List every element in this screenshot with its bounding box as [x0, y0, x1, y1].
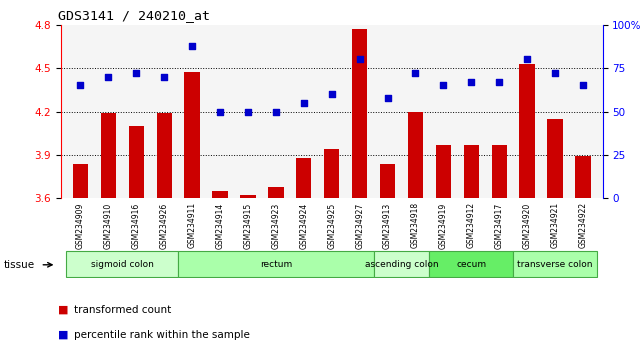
- Bar: [547, 119, 563, 198]
- Bar: [380, 164, 395, 198]
- Point: [271, 109, 281, 114]
- Bar: [178, 251, 374, 277]
- Text: GSM234914: GSM234914: [215, 202, 224, 249]
- Point: [103, 74, 113, 80]
- Text: GSM234919: GSM234919: [439, 202, 448, 249]
- Text: cecum: cecum: [456, 259, 487, 269]
- Text: ascending colon: ascending colon: [365, 259, 438, 269]
- Text: rectum: rectum: [260, 259, 292, 269]
- Bar: [519, 64, 535, 198]
- Text: ■: ■: [58, 330, 68, 339]
- Text: GSM234915: GSM234915: [244, 202, 253, 249]
- Text: GSM234922: GSM234922: [578, 202, 588, 249]
- Point: [383, 95, 393, 101]
- Text: GDS3141 / 240210_at: GDS3141 / 240210_at: [58, 9, 210, 22]
- Text: GSM234921: GSM234921: [551, 202, 560, 249]
- Bar: [374, 251, 429, 277]
- Point: [215, 109, 225, 114]
- Bar: [240, 195, 256, 198]
- Point: [131, 70, 142, 76]
- Bar: [352, 29, 367, 198]
- Bar: [408, 112, 423, 198]
- Text: GSM234916: GSM234916: [132, 202, 141, 249]
- Bar: [576, 156, 590, 198]
- Point: [187, 43, 197, 48]
- Bar: [296, 158, 312, 198]
- Bar: [129, 126, 144, 198]
- Text: tissue: tissue: [3, 260, 35, 270]
- Bar: [73, 164, 88, 198]
- Bar: [492, 145, 507, 198]
- Text: GSM234927: GSM234927: [355, 202, 364, 249]
- Text: GSM234909: GSM234909: [76, 202, 85, 249]
- Point: [354, 57, 365, 62]
- Bar: [67, 251, 178, 277]
- Text: GSM234911: GSM234911: [188, 202, 197, 249]
- Bar: [463, 145, 479, 198]
- Text: transverse colon: transverse colon: [517, 259, 593, 269]
- Text: ■: ■: [58, 305, 68, 315]
- Text: GSM234924: GSM234924: [299, 202, 308, 249]
- Bar: [429, 251, 513, 277]
- Point: [578, 82, 588, 88]
- Text: GSM234918: GSM234918: [411, 202, 420, 249]
- Text: sigmoid colon: sigmoid colon: [91, 259, 154, 269]
- Text: percentile rank within the sample: percentile rank within the sample: [74, 330, 249, 339]
- Bar: [436, 145, 451, 198]
- Text: GSM234917: GSM234917: [495, 202, 504, 249]
- Bar: [513, 251, 597, 277]
- Bar: [101, 113, 116, 198]
- Point: [494, 79, 504, 85]
- Bar: [268, 187, 283, 198]
- Text: GSM234926: GSM234926: [160, 202, 169, 249]
- Text: GSM234913: GSM234913: [383, 202, 392, 249]
- Point: [299, 100, 309, 106]
- Point: [550, 70, 560, 76]
- Bar: [185, 73, 200, 198]
- Point: [159, 74, 169, 80]
- Point: [410, 70, 420, 76]
- Text: GSM234910: GSM234910: [104, 202, 113, 249]
- Point: [466, 79, 476, 85]
- Text: GSM234923: GSM234923: [271, 202, 280, 249]
- Text: GSM234925: GSM234925: [327, 202, 337, 249]
- Bar: [324, 149, 339, 198]
- Point: [327, 91, 337, 97]
- Point: [438, 82, 449, 88]
- Text: GSM234920: GSM234920: [522, 202, 531, 249]
- Point: [243, 109, 253, 114]
- Bar: [212, 191, 228, 198]
- Bar: [156, 113, 172, 198]
- Point: [522, 57, 532, 62]
- Text: GSM234912: GSM234912: [467, 202, 476, 249]
- Point: [75, 82, 85, 88]
- Text: transformed count: transformed count: [74, 305, 171, 315]
